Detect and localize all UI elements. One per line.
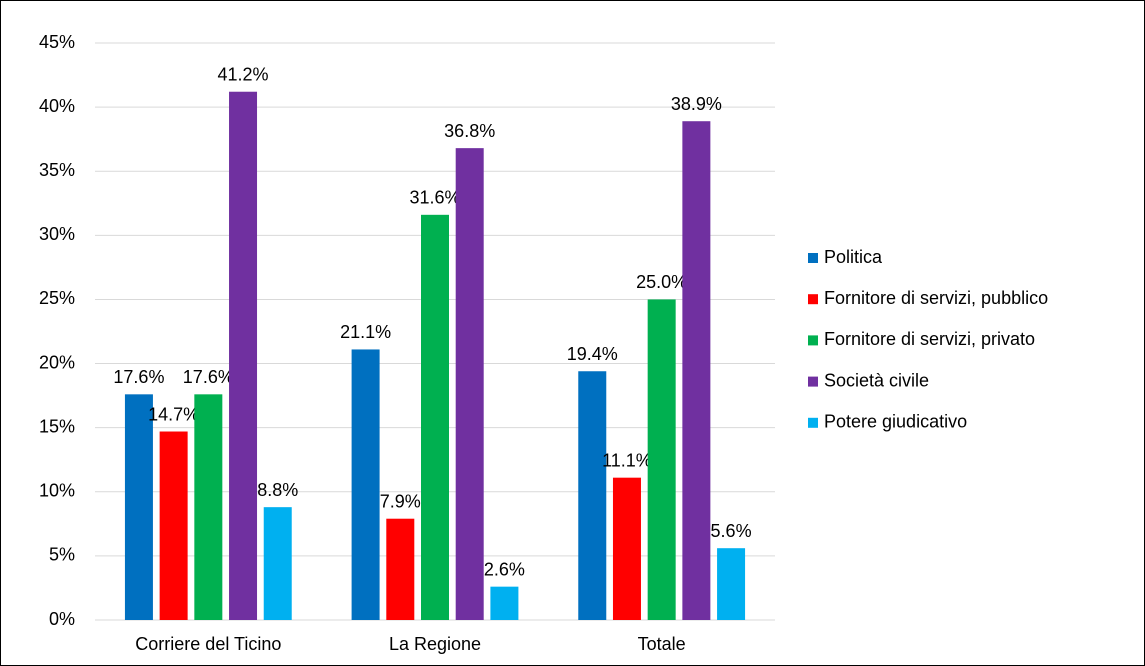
bar xyxy=(490,586,519,620)
bar xyxy=(351,349,380,620)
data-label: 41.2% xyxy=(218,64,269,84)
y-tick-label: 45% xyxy=(39,32,75,52)
y-tick-label: 30% xyxy=(39,224,75,244)
x-tick-label: La Regione xyxy=(389,634,481,654)
data-label: 19.4% xyxy=(567,344,618,364)
bar xyxy=(717,548,746,620)
bar xyxy=(455,148,484,621)
legend-swatch xyxy=(808,417,818,428)
bar xyxy=(578,371,607,620)
data-label: 17.6% xyxy=(183,367,234,387)
bar xyxy=(647,299,676,620)
bar xyxy=(194,394,223,620)
data-label: 31.6% xyxy=(409,188,460,208)
x-tick-label: Totale xyxy=(638,634,686,654)
data-label: 5.6% xyxy=(711,521,752,541)
x-tick-label: Corriere del Ticino xyxy=(135,634,281,654)
legend-label: Fornitore di servizi, pubblico xyxy=(824,288,1048,308)
y-tick-label: 15% xyxy=(39,416,75,436)
data-label: 21.1% xyxy=(340,322,391,342)
legend-label: Politica xyxy=(824,247,883,267)
legend-label: Potere giudicativo xyxy=(824,412,967,432)
bar xyxy=(263,507,292,620)
bar xyxy=(124,394,153,620)
y-tick-label: 20% xyxy=(39,352,75,372)
bar xyxy=(421,214,449,620)
data-label: 38.9% xyxy=(671,94,722,114)
data-label: 8.8% xyxy=(257,480,298,500)
legend-swatch xyxy=(808,294,818,305)
data-label: 36.8% xyxy=(444,121,495,141)
bar xyxy=(229,91,258,621)
data-label: 11.1% xyxy=(602,450,652,470)
legend-swatch xyxy=(808,335,818,346)
bar xyxy=(159,431,188,620)
y-tick-label: 10% xyxy=(39,481,75,501)
data-label: 7.9% xyxy=(380,491,421,511)
y-tick-label: 5% xyxy=(49,545,75,565)
bar xyxy=(612,477,641,620)
data-label: 17.6% xyxy=(113,367,164,387)
legend-swatch xyxy=(808,253,818,263)
legend-label: Società civile xyxy=(824,370,929,390)
data-label: 14.7% xyxy=(148,404,199,424)
bar xyxy=(386,518,415,620)
bar xyxy=(682,121,711,621)
y-tick-label: 35% xyxy=(39,160,75,180)
data-label: 2.6% xyxy=(484,559,525,579)
legend-swatch xyxy=(808,376,818,387)
legend-label: Fornitore di servizi, privato xyxy=(824,329,1035,349)
data-label: 25.0% xyxy=(636,272,687,292)
y-tick-label: 0% xyxy=(49,609,75,629)
y-tick-label: 40% xyxy=(39,96,75,116)
y-tick-label: 25% xyxy=(39,288,75,308)
